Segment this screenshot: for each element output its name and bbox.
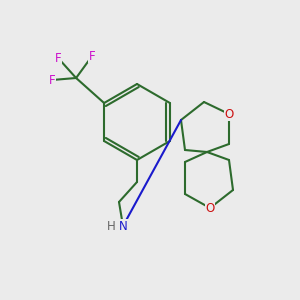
Text: O: O [224, 107, 234, 121]
Text: F: F [49, 74, 56, 86]
Text: F: F [89, 50, 95, 62]
Text: F: F [55, 52, 62, 64]
Text: O: O [206, 202, 214, 214]
Text: H: H [106, 220, 116, 232]
Text: N: N [118, 220, 127, 232]
